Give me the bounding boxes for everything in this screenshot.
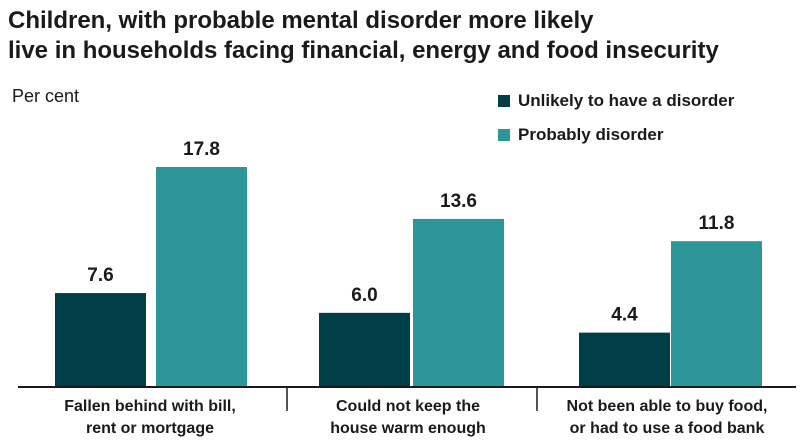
- category-label-warmth-line-2: house warm enough: [330, 420, 486, 437]
- category-label-food: Not been able to buy food, or had to use…: [538, 396, 796, 440]
- legend-item-probable: Probably disorder: [498, 124, 734, 146]
- bar-probable-warmth: [413, 218, 504, 387]
- data-label-probable-warmth: 13.6: [440, 191, 477, 212]
- chart-title-line-2: live in households facing financial, ene…: [8, 37, 719, 64]
- chart-title-line-1: Children, with probable mental disorder …: [8, 7, 594, 34]
- data-label-unlikely-bills: 7.6: [87, 265, 113, 286]
- data-label-unlikely-food: 4.4: [611, 305, 638, 326]
- legend: Unlikely to have a disorder Probably dis…: [498, 90, 734, 158]
- category-label-food-line-2: or had to use a food bank: [569, 420, 765, 437]
- data-label-unlikely-warmth: 6.0: [351, 285, 377, 306]
- bar-unlikely-warmth: [319, 312, 410, 387]
- category-label-warmth: Could not keep the house warm enough: [290, 396, 526, 440]
- category-label-bills-line-2: rent or mortgage: [85, 420, 214, 437]
- category-label-warmth-line-1: Could not keep the: [336, 398, 480, 415]
- bar-probable-food: [671, 241, 762, 387]
- legend-label-probable: Probably disorder: [518, 125, 664, 144]
- bar-unlikely-food: [579, 332, 670, 387]
- legend-item-unlikely: Unlikely to have a disorder: [498, 90, 734, 112]
- bar-unlikely-bills: [55, 293, 146, 387]
- legend-swatch-unlikely: [498, 95, 510, 107]
- legend-swatch-probable: [498, 129, 510, 141]
- data-label-probable-bills: 17.8: [183, 139, 220, 160]
- chart-title: Children, with probable mental disorder …: [8, 6, 792, 66]
- legend-label-unlikely: Unlikely to have a disorder: [518, 91, 735, 110]
- category-label-bills: Fallen behind with bill, rent or mortgag…: [18, 396, 282, 440]
- data-label-probable-food: 11.8: [699, 213, 735, 234]
- category-label-bills-line-1: Fallen behind with bill,: [64, 398, 236, 415]
- category-label-food-line-1: Not been able to buy food,: [566, 398, 768, 415]
- bar-probable-bills: [156, 167, 247, 387]
- y-axis-label: Per cent: [12, 86, 80, 106]
